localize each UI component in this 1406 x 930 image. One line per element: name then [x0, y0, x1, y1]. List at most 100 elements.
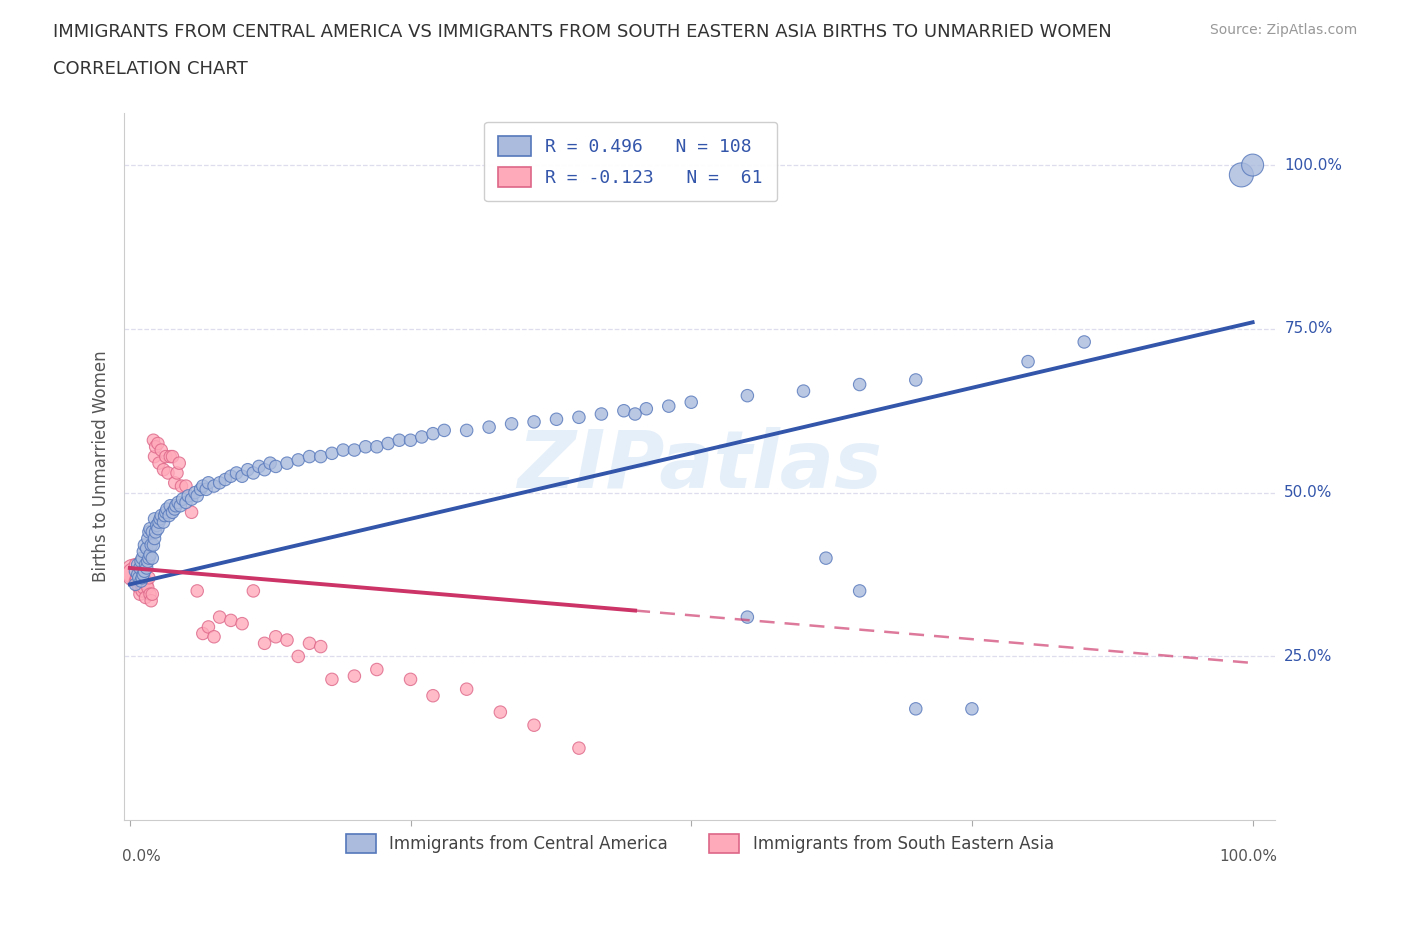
- Point: [166, 466, 188, 481]
- Point: [134, 538, 156, 552]
- Point: [377, 436, 399, 451]
- Point: [388, 432, 411, 447]
- Point: [287, 649, 309, 664]
- Point: [242, 583, 264, 598]
- Point: [141, 587, 163, 602]
- Point: [1073, 335, 1095, 350]
- Point: [321, 671, 343, 686]
- Point: [155, 449, 177, 464]
- Point: [180, 505, 202, 520]
- Point: [135, 561, 157, 576]
- Point: [568, 740, 591, 755]
- Point: [124, 574, 146, 589]
- Point: [145, 525, 167, 539]
- Point: [195, 482, 218, 497]
- Point: [142, 432, 165, 447]
- Point: [152, 462, 174, 477]
- Point: [399, 671, 422, 686]
- Point: [904, 701, 927, 716]
- Point: [131, 583, 153, 598]
- Text: 0.0%: 0.0%: [122, 848, 160, 864]
- Point: [433, 423, 456, 438]
- Point: [214, 472, 236, 487]
- Point: [139, 548, 162, 563]
- Point: [129, 554, 152, 569]
- Point: [366, 439, 388, 454]
- Point: [236, 462, 259, 477]
- Point: [332, 443, 354, 458]
- Point: [149, 512, 172, 526]
- Point: [135, 590, 157, 604]
- Point: [136, 580, 159, 595]
- Point: [157, 508, 180, 523]
- Point: [128, 570, 150, 585]
- Point: [131, 551, 153, 565]
- Point: [309, 449, 332, 464]
- Point: [174, 479, 197, 494]
- Point: [162, 449, 184, 464]
- Point: [489, 705, 512, 720]
- Point: [186, 583, 208, 598]
- Point: [128, 570, 150, 585]
- Point: [153, 508, 176, 523]
- Legend: Immigrants from Central America, Immigrants from South Eastern Asia: Immigrants from Central America, Immigra…: [337, 826, 1062, 861]
- Point: [546, 412, 568, 427]
- Point: [145, 439, 167, 454]
- Point: [159, 449, 181, 464]
- Point: [127, 557, 149, 572]
- Text: ZIPatlas: ZIPatlas: [517, 428, 882, 505]
- Point: [150, 508, 173, 523]
- Point: [177, 488, 200, 503]
- Point: [636, 402, 658, 417]
- Point: [165, 498, 187, 513]
- Point: [163, 475, 186, 490]
- Point: [202, 479, 225, 494]
- Point: [1230, 167, 1253, 182]
- Point: [124, 564, 146, 578]
- Point: [298, 449, 321, 464]
- Point: [143, 449, 166, 464]
- Point: [127, 577, 149, 591]
- Point: [287, 452, 309, 467]
- Point: [146, 518, 169, 533]
- Point: [848, 377, 870, 392]
- Point: [1017, 354, 1039, 369]
- Point: [139, 521, 162, 536]
- Point: [681, 394, 703, 409]
- Point: [186, 488, 208, 503]
- Point: [478, 419, 501, 434]
- Point: [242, 466, 264, 481]
- Point: [163, 501, 186, 516]
- Point: [202, 630, 225, 644]
- Point: [208, 475, 231, 490]
- Point: [143, 512, 166, 526]
- Point: [904, 373, 927, 388]
- Point: [132, 567, 155, 582]
- Point: [136, 531, 159, 546]
- Point: [366, 662, 388, 677]
- Point: [124, 577, 146, 591]
- Point: [132, 544, 155, 559]
- Point: [264, 630, 287, 644]
- Point: [624, 406, 647, 421]
- Point: [658, 399, 681, 414]
- Point: [146, 436, 169, 451]
- Point: [132, 580, 155, 595]
- Point: [128, 580, 150, 595]
- Point: [456, 682, 478, 697]
- Point: [411, 430, 433, 445]
- Point: [142, 538, 165, 552]
- Point: [143, 531, 166, 546]
- Point: [156, 466, 179, 481]
- Point: [247, 459, 270, 474]
- Point: [141, 525, 163, 539]
- Point: [190, 482, 212, 497]
- Point: [960, 701, 983, 716]
- Point: [135, 577, 157, 591]
- Point: [131, 570, 153, 585]
- Point: [167, 495, 190, 510]
- Point: [422, 688, 444, 703]
- Point: [523, 415, 546, 430]
- Text: 75.0%: 75.0%: [1284, 322, 1333, 337]
- Point: [309, 639, 332, 654]
